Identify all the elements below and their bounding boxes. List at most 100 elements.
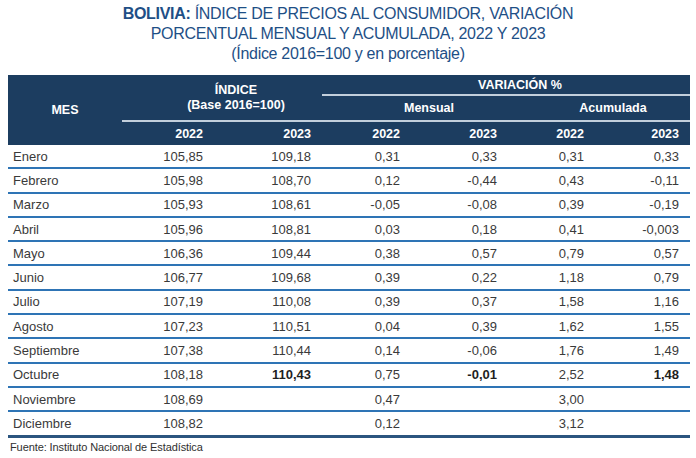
table-row: Octubre108,18110,430,75-0,012,521,48	[8, 363, 690, 387]
value-cell-i2023: 110,44	[214, 338, 322, 362]
value-cell-m2022: 0,75	[322, 363, 411, 387]
month-cell: Mayo	[8, 241, 122, 265]
indice-label-line-1: ÍNDICE	[150, 83, 322, 98]
month-cell: Agosto	[8, 314, 122, 338]
table-body: Enero105,85109,180,310,330,310,33Febrero…	[8, 145, 690, 436]
value-cell-i2022: 106,77	[122, 265, 214, 289]
value-cell-m2023: 0,37	[411, 290, 508, 314]
value-cell-a2023: 1,49	[595, 338, 690, 362]
value-cell-i2023: 110,43	[214, 363, 322, 387]
value-cell-a2022: 0,41	[508, 217, 595, 241]
value-cell-m2023: 0,18	[411, 217, 508, 241]
value-cell-a2023	[595, 411, 690, 436]
value-cell-a2022: 2,52	[508, 363, 595, 387]
value-cell-m2022: 0,12	[322, 168, 411, 192]
value-cell-a2022: 1,62	[508, 314, 595, 338]
value-cell-i2023: 109,18	[214, 145, 322, 168]
col-group-mensual: Mensual	[322, 95, 508, 121]
value-cell-i2022: 108,69	[122, 387, 214, 411]
table-row: Abril105,96108,810,030,180,41-0,003	[8, 217, 690, 241]
month-cell: Junio	[8, 265, 122, 289]
value-cell-i2022: 107,38	[122, 338, 214, 362]
table-row: Agosto107,23110,510,040,391,621,55	[8, 314, 690, 338]
value-cell-a2022: 3,00	[508, 387, 595, 411]
value-cell-a2023: 1,48	[595, 363, 690, 387]
source-note: Fuente: Instituto Nacional de Estadístic…	[10, 441, 203, 453]
value-cell-m2023: -0,01	[411, 363, 508, 387]
month-cell: Julio	[8, 290, 122, 314]
table-row: Junio106,77109,680,390,221,180,79	[8, 265, 690, 289]
year-header-indice-2023: 2023	[214, 121, 322, 145]
value-cell-a2022: 1,18	[508, 265, 595, 289]
value-cell-m2023	[411, 387, 508, 411]
value-cell-i2022: 107,19	[122, 290, 214, 314]
month-cell: Abril	[8, 217, 122, 241]
value-cell-m2022: 0,38	[322, 241, 411, 265]
month-cell: Septiembre	[8, 338, 122, 362]
year-header-acumulada-2023: 2023	[595, 121, 690, 145]
value-cell-a2022: 0,79	[508, 241, 595, 265]
indice-label-line-2: (Base 2016=100)	[150, 98, 322, 113]
table-row: Diciembre108,820,123,12	[8, 411, 690, 436]
value-cell-i2023	[214, 411, 322, 436]
col-group-indice: ÍNDICE (Base 2016=100)	[122, 75, 322, 121]
year-header-acumulada-2022: 2022	[508, 121, 595, 145]
value-cell-i2023: 108,70	[214, 168, 322, 192]
month-cell: Marzo	[8, 193, 122, 217]
title-line-2: PORCENTUAL MENSUAL Y ACUMULADA, 2022 Y 2…	[0, 24, 696, 44]
value-cell-a2022: 0,39	[508, 193, 595, 217]
month-cell: Febrero	[8, 168, 122, 192]
value-cell-m2023: -0,44	[411, 168, 508, 192]
month-cell: Enero	[8, 145, 122, 168]
month-cell: Diciembre	[8, 411, 122, 436]
value-cell-i2022: 105,93	[122, 193, 214, 217]
value-cell-a2022: 1,58	[508, 290, 595, 314]
cpi-table: MES ÍNDICE (Base 2016=100) VARIACIÓN % M…	[8, 75, 690, 438]
value-cell-m2023	[411, 411, 508, 436]
value-cell-a2023: -0,11	[595, 168, 690, 192]
value-cell-m2023: 0,33	[411, 145, 508, 168]
year-header-mensual-2022: 2022	[322, 121, 411, 145]
table-row: Mayo106,36109,440,380,570,790,57	[8, 241, 690, 265]
value-cell-i2023: 109,44	[214, 241, 322, 265]
value-cell-a2023: 1,55	[595, 314, 690, 338]
value-cell-i2022: 106,36	[122, 241, 214, 265]
table-header: MES ÍNDICE (Base 2016=100) VARIACIÓN % M…	[8, 75, 690, 145]
value-cell-a2023: 0,57	[595, 241, 690, 265]
value-cell-a2022: 3,12	[508, 411, 595, 436]
title-line-1: BOLIVIA: ÍNDICE DE PRECIOS AL CONSUMIDOR…	[0, 4, 696, 24]
value-cell-i2023: 108,81	[214, 217, 322, 241]
table-row: Julio107,19110,080,390,371,581,16	[8, 290, 690, 314]
table-title: BOLIVIA: ÍNDICE DE PRECIOS AL CONSUMIDOR…	[0, 4, 696, 64]
month-cell: Octubre	[8, 363, 122, 387]
value-cell-a2022: 0,43	[508, 168, 595, 192]
value-cell-a2023: -0,19	[595, 193, 690, 217]
year-header-mensual-2023: 2023	[411, 121, 508, 145]
value-cell-a2022: 1,76	[508, 338, 595, 362]
title-line-1-rest: ÍNDICE DE PRECIOS AL CONSUMIDOR, VARIACI…	[191, 5, 574, 22]
value-cell-a2023: -0,003	[595, 217, 690, 241]
value-cell-m2023: 0,57	[411, 241, 508, 265]
value-cell-m2022: 0,47	[322, 387, 411, 411]
year-header-indice-2022: 2022	[122, 121, 214, 145]
value-cell-i2023	[214, 387, 322, 411]
value-cell-i2023: 109,68	[214, 265, 322, 289]
value-cell-a2022: 0,31	[508, 145, 595, 168]
col-group-acumulada: Acumulada	[508, 95, 690, 121]
value-cell-i2023: 110,08	[214, 290, 322, 314]
table-row: Febrero105,98108,700,12-0,440,43-0,11	[8, 168, 690, 192]
value-cell-i2022: 108,82	[122, 411, 214, 436]
value-cell-i2022: 107,23	[122, 314, 214, 338]
value-cell-m2023: -0,08	[411, 193, 508, 217]
col-header-mes: MES	[8, 75, 122, 145]
table-row: Enero105,85109,180,310,330,310,33	[8, 145, 690, 168]
value-cell-m2023: -0,06	[411, 338, 508, 362]
value-cell-a2023: 0,33	[595, 145, 690, 168]
table-row: Noviembre108,69 0,47 3,00	[8, 387, 690, 411]
title-country-prefix: BOLIVIA:	[123, 5, 191, 22]
page: BOLIVIA: ÍNDICE DE PRECIOS AL CONSUMIDOR…	[0, 0, 696, 458]
value-cell-i2023: 110,51	[214, 314, 322, 338]
month-cell: Noviembre	[8, 387, 122, 411]
value-cell-m2023: 0,22	[411, 265, 508, 289]
title-line-3: (Índice 2016=100 y en porcentaje)	[0, 44, 696, 64]
